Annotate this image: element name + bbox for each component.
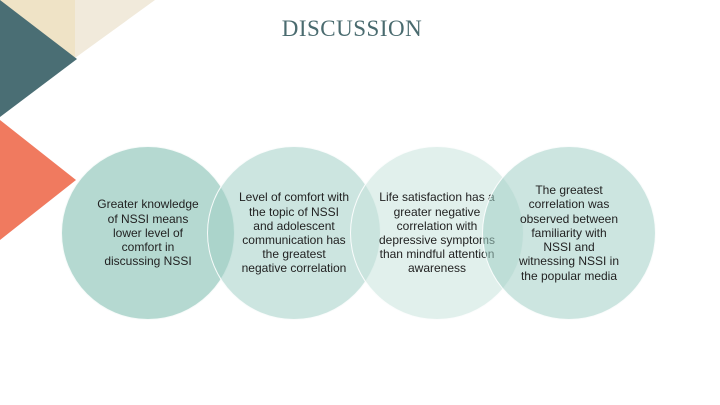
- slide-title: DISCUSSION: [281, 16, 423, 41]
- coral-triangle: [0, 120, 76, 240]
- finding-text-1: Greater knowledge of NSSI means lower le…: [97, 197, 199, 269]
- finding-text-2: Level of comfort with the topic of NSSI …: [238, 190, 350, 276]
- teal-triangle: [0, 0, 77, 117]
- finding-circle-3: Life satisfaction has a greater negative…: [350, 146, 524, 320]
- cream-triangle: [75, 0, 155, 58]
- finding-circle-1: Greater knowledge of NSSI means lower le…: [61, 146, 235, 320]
- finding-text-4: The greatest correlation was observed be…: [518, 183, 620, 283]
- finding-circle-2: Level of comfort with the topic of NSSI …: [207, 146, 381, 320]
- finding-text-3: Life satisfaction has a greater negative…: [378, 190, 496, 276]
- finding-circle-4: The greatest correlation was observed be…: [482, 146, 656, 320]
